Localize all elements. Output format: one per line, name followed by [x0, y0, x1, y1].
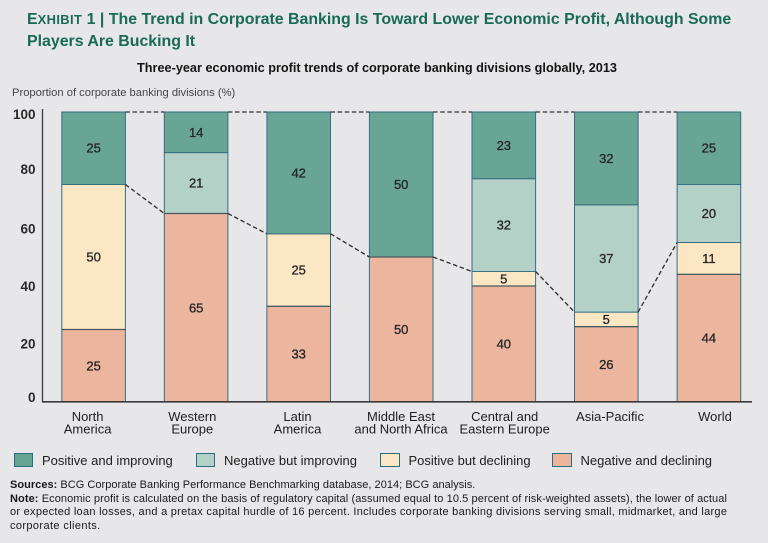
svg-text:32: 32 — [599, 151, 613, 166]
svg-text:44: 44 — [702, 331, 716, 346]
svg-text:60: 60 — [20, 222, 35, 237]
svg-text:North: North — [72, 409, 104, 424]
svg-text:50: 50 — [86, 250, 100, 265]
svg-text:World: World — [698, 409, 732, 424]
svg-text:37: 37 — [599, 251, 613, 266]
svg-text:40: 40 — [497, 337, 511, 352]
svg-text:5: 5 — [500, 271, 507, 286]
svg-text:20: 20 — [20, 337, 35, 352]
svg-text:Latin: Latin — [283, 409, 311, 424]
svg-text:25: 25 — [86, 358, 100, 373]
svg-text:40: 40 — [20, 279, 35, 294]
svg-text:Western: Western — [168, 409, 216, 424]
svg-text:42: 42 — [291, 165, 305, 180]
svg-text:50: 50 — [394, 177, 408, 192]
svg-text:26: 26 — [599, 357, 613, 372]
svg-text:32: 32 — [497, 218, 511, 233]
svg-text:0: 0 — [28, 390, 36, 405]
svg-text:11: 11 — [702, 251, 716, 266]
svg-text:America: America — [274, 422, 322, 437]
svg-text:5: 5 — [603, 312, 610, 327]
svg-text:23: 23 — [497, 138, 511, 153]
svg-text:33: 33 — [291, 347, 305, 362]
svg-text:25: 25 — [86, 141, 100, 156]
svg-text:25: 25 — [291, 263, 305, 278]
svg-text:and North Africa: and North Africa — [354, 422, 448, 437]
svg-text:100: 100 — [13, 107, 36, 122]
svg-text:Central and: Central and — [471, 409, 538, 424]
svg-text:Europe: Europe — [171, 422, 213, 437]
svg-text:50: 50 — [394, 322, 408, 337]
svg-text:21: 21 — [189, 176, 203, 191]
svg-text:Middle East: Middle East — [367, 409, 435, 424]
svg-text:Eastern Europe: Eastern Europe — [460, 422, 550, 437]
svg-text:14: 14 — [189, 125, 203, 140]
svg-text:Asia-Pacific: Asia-Pacific — [576, 409, 644, 424]
svg-text:65: 65 — [189, 300, 203, 315]
svg-text:25: 25 — [702, 141, 716, 156]
svg-text:20: 20 — [702, 206, 716, 221]
svg-text:80: 80 — [20, 162, 35, 177]
svg-text:America: America — [64, 422, 112, 437]
